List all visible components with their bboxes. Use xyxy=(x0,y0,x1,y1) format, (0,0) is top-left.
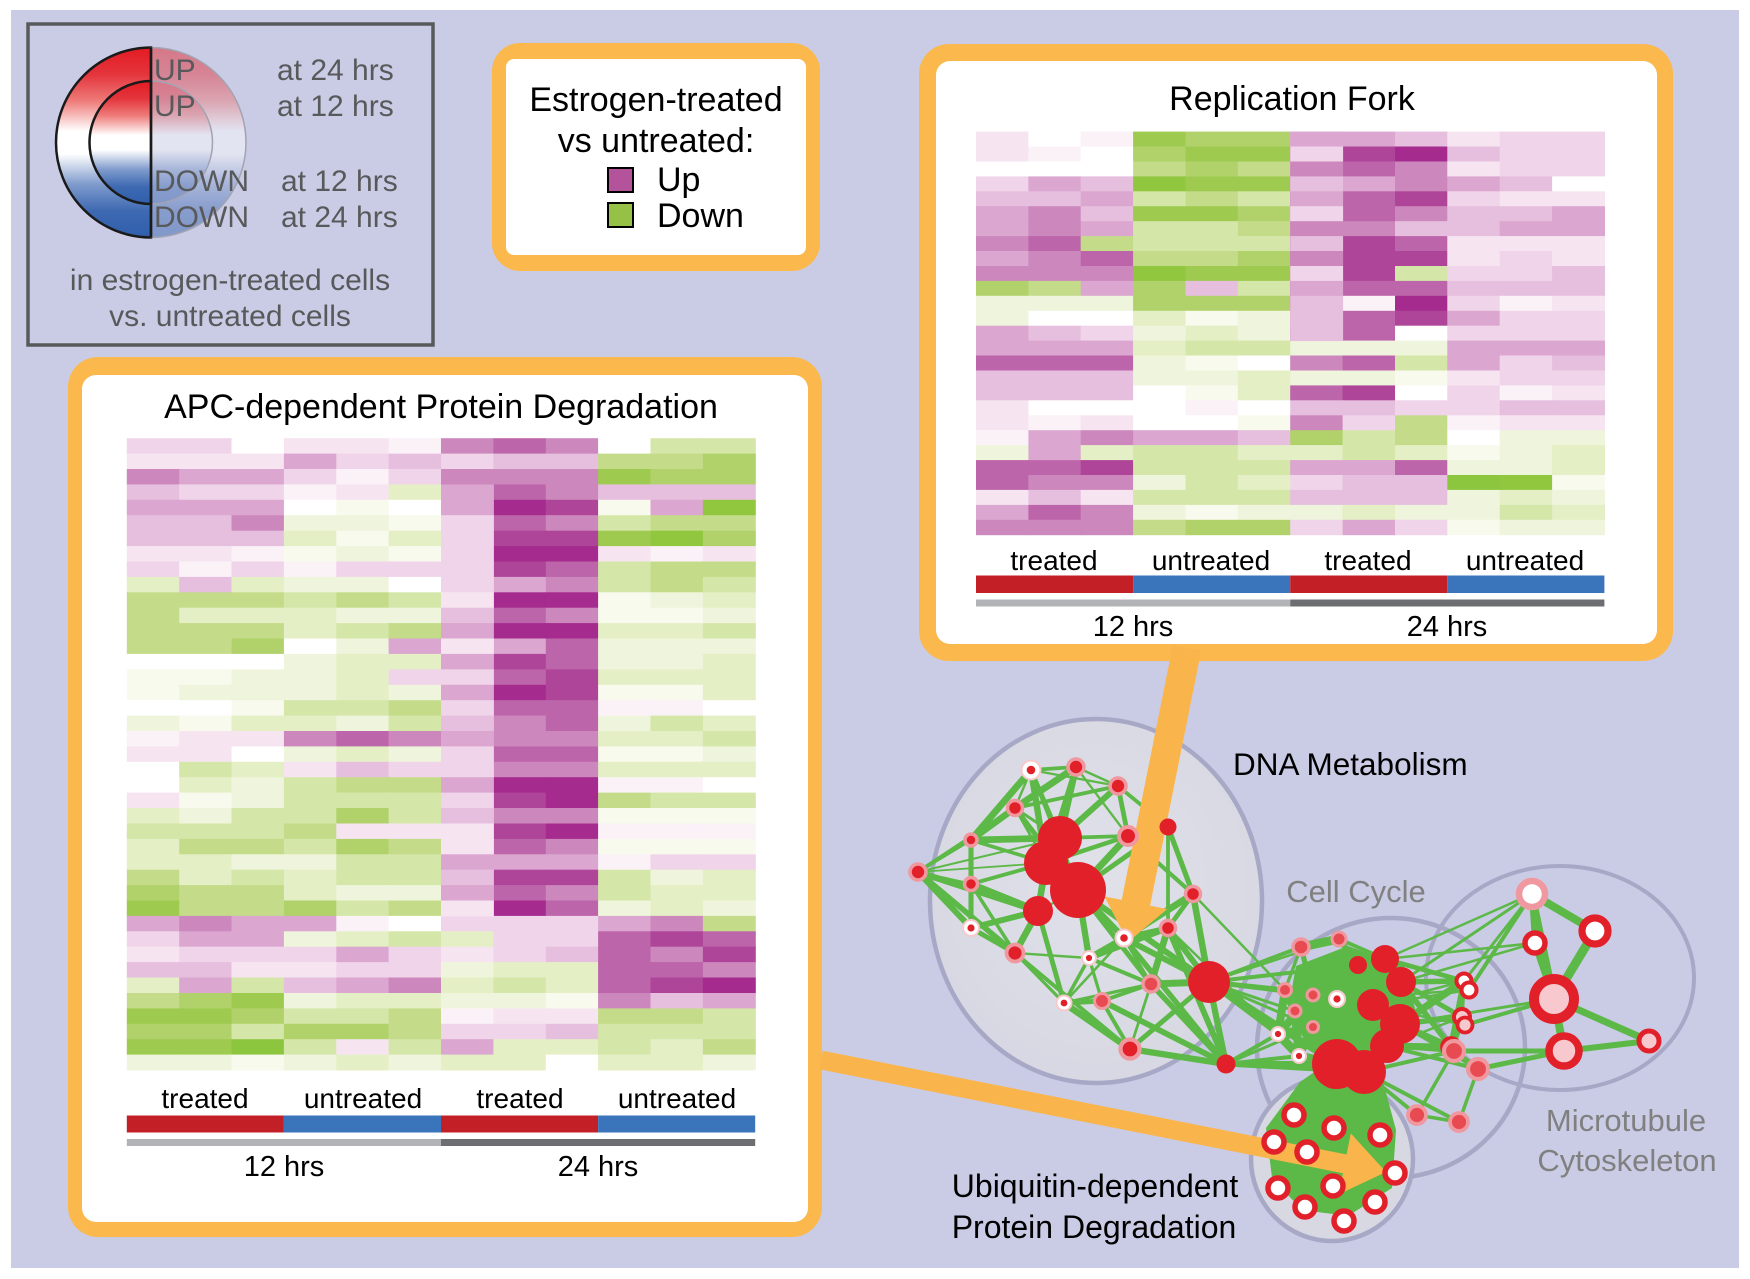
svg-text:untreated: untreated xyxy=(1152,545,1270,576)
svg-text:Estrogen-treated: Estrogen-treated xyxy=(529,81,782,119)
svg-text:DOWN: DOWN xyxy=(154,201,249,234)
svg-text:Protein Degradation: Protein Degradation xyxy=(952,1209,1237,1245)
svg-text:untreated: untreated xyxy=(304,1083,422,1114)
svg-text:Replication Fork: Replication Fork xyxy=(1169,80,1416,118)
svg-text:Ubiquitin-dependent: Ubiquitin-dependent xyxy=(952,1168,1239,1204)
svg-text:Up: Up xyxy=(657,161,700,199)
svg-text:Cytoskeleton: Cytoskeleton xyxy=(1537,1143,1716,1178)
svg-text:untreated: untreated xyxy=(1466,545,1584,576)
svg-text:24 hrs: 24 hrs xyxy=(558,1151,639,1183)
svg-text:at 24 hrs: at 24 hrs xyxy=(281,201,398,234)
svg-text:treated: treated xyxy=(1010,545,1097,576)
svg-text:24 hrs: 24 hrs xyxy=(1407,611,1488,643)
svg-text:at 12 hrs: at 12 hrs xyxy=(277,90,394,123)
svg-text:treated: treated xyxy=(1324,545,1411,576)
svg-text:vs untreated:: vs untreated: xyxy=(558,122,755,160)
svg-text:Down: Down xyxy=(657,197,744,235)
svg-text:Microtubule: Microtubule xyxy=(1546,1103,1706,1138)
svg-text:12 hrs: 12 hrs xyxy=(244,1151,325,1183)
svg-text:treated: treated xyxy=(476,1083,563,1114)
svg-text:untreated: untreated xyxy=(618,1083,736,1114)
svg-text:UP: UP xyxy=(154,90,196,123)
svg-text:UP: UP xyxy=(154,54,196,87)
svg-text:DNA Metabolism: DNA Metabolism xyxy=(1233,746,1468,782)
svg-text:12 hrs: 12 hrs xyxy=(1093,611,1174,643)
svg-text:APC-dependent Protein Degradat: APC-dependent Protein Degradation xyxy=(164,388,718,426)
svg-text:in estrogen-treated cells: in estrogen-treated cells xyxy=(70,264,390,297)
svg-text:at 12 hrs: at 12 hrs xyxy=(281,165,398,198)
svg-text:treated: treated xyxy=(161,1083,248,1114)
svg-text:Cell Cycle: Cell Cycle xyxy=(1286,874,1426,909)
svg-text:vs. untreated cells: vs. untreated cells xyxy=(109,300,351,333)
svg-text:at 24 hrs: at 24 hrs xyxy=(277,54,394,87)
svg-text:DOWN: DOWN xyxy=(154,165,249,198)
